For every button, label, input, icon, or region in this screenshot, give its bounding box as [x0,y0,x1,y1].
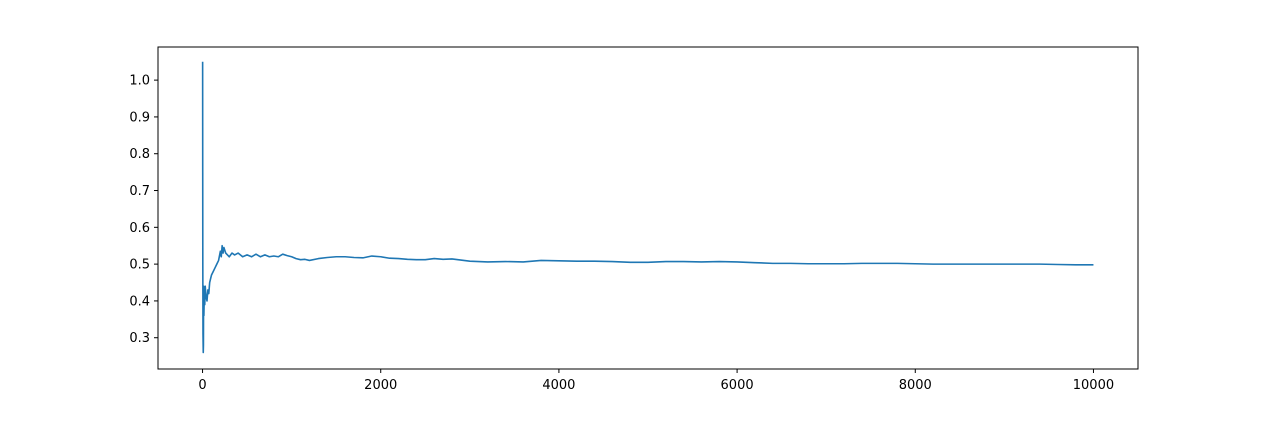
x-tick-label: 8000 [899,378,932,393]
x-tick-label: 6000 [721,378,754,393]
y-axis: 0.3 0.4 0.5 0.6 0.7 0.8 0.9 1.0 [129,74,158,346]
x-tick-label: 4000 [542,378,575,393]
y-tick-label: 0.6 [129,221,150,236]
y-tick-label: 0.5 [129,258,150,273]
x-tick-label: 2000 [364,378,397,393]
y-tick-label: 1.0 [129,74,150,89]
plot-area [158,47,1138,369]
y-tick-label: 0.3 [129,331,150,346]
y-tick-label: 0.8 [129,147,150,162]
x-axis: 0 2000 4000 6000 8000 10000 [198,369,1114,393]
y-tick-label: 0.4 [129,294,150,309]
y-tick-label: 0.9 [129,110,150,125]
series-layer [201,61,1094,354]
x-tick-label: 10000 [1073,378,1114,393]
y-tick-label: 0.7 [129,184,150,199]
plot-frame [157,46,1139,370]
series-line [201,61,1094,354]
x-tick-label: 0 [198,378,206,393]
